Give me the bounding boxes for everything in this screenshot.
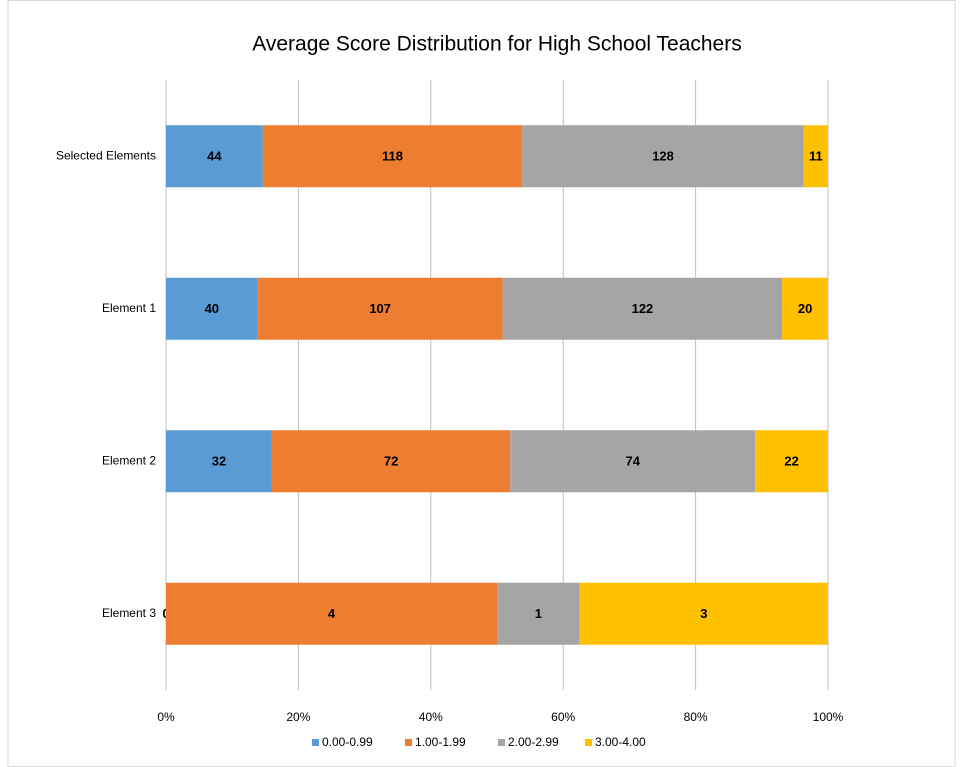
- bar-segment: [271, 430, 511, 493]
- x-tick-label: 40%: [419, 710, 443, 724]
- data-label: 11: [809, 149, 823, 164]
- bar-segment: [522, 125, 804, 188]
- data-label: 32: [212, 454, 226, 469]
- y-tick-label: Element 2: [102, 453, 156, 467]
- data-label: 74: [625, 454, 640, 469]
- data-label: 40: [205, 301, 219, 316]
- bar-segment: [755, 430, 828, 493]
- legend-label: 1.00-1.99: [415, 735, 466, 749]
- x-tick-label: 20%: [286, 710, 310, 724]
- bar-segment: [579, 582, 828, 645]
- x-tick-label: 80%: [684, 710, 708, 724]
- legend-label: 3.00-4.00: [595, 735, 646, 749]
- bar-segment: [166, 277, 258, 340]
- bar-segment: [497, 582, 580, 645]
- legend-swatch: [312, 739, 319, 746]
- bar-segment: [166, 430, 272, 493]
- legend-label: 2.00-2.99: [508, 735, 559, 749]
- data-label: 1: [535, 606, 542, 621]
- data-label: 128: [652, 149, 674, 164]
- bar-segment: [166, 125, 263, 188]
- legend-swatch: [585, 739, 592, 746]
- legend-swatch: [498, 739, 505, 746]
- x-tick-label: 60%: [551, 710, 575, 724]
- bar-segment: [257, 277, 503, 340]
- data-label: 44: [207, 149, 222, 164]
- y-tick-label: Element 1: [102, 301, 156, 315]
- bar-segment: [803, 125, 828, 188]
- bar-segment: [510, 430, 756, 493]
- x-tick-label: 0%: [157, 710, 175, 724]
- x-tick-label: 100%: [813, 710, 844, 724]
- data-label: 3: [700, 606, 707, 621]
- data-label: 122: [632, 301, 654, 316]
- chart-frame: [7, 0, 956, 767]
- bar-segment: [502, 277, 783, 340]
- data-label: 4: [328, 606, 336, 621]
- legend-label: 0.00-0.99: [322, 735, 373, 749]
- bar-segment: [166, 582, 497, 645]
- bar-segment: [262, 125, 523, 188]
- data-label: 107: [369, 301, 391, 316]
- data-label: 22: [784, 454, 798, 469]
- data-label: 72: [384, 454, 398, 469]
- chart-title: Average Score Distribution for High Scho…: [252, 33, 741, 56]
- y-tick-label: Element 3: [102, 606, 156, 620]
- data-label: 20: [798, 301, 812, 316]
- legend-swatch: [405, 739, 412, 746]
- data-label: 118: [382, 149, 403, 164]
- bar-segment: [782, 277, 828, 340]
- y-tick-label: Selected Elements: [56, 148, 156, 162]
